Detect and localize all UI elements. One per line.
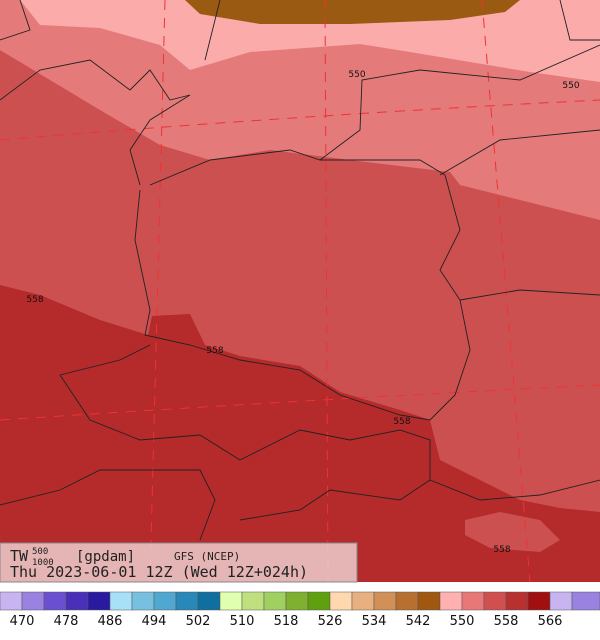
- map-area: [0, 0, 600, 583]
- contour-label: 558: [206, 346, 223, 356]
- legend-model: GFS (NCEP): [174, 550, 240, 563]
- contour-label: 558: [493, 545, 510, 555]
- colorbar-swatch: [549, 591, 573, 611]
- colorbar-swatch: [219, 591, 243, 611]
- colorbar-label: 478: [54, 614, 79, 629]
- colorbar-swatch: [351, 591, 375, 611]
- contour-label: 558: [393, 417, 410, 427]
- colorbar-swatch: [241, 591, 265, 611]
- colorbar-label: 494: [142, 614, 167, 629]
- colorbar-label: 526: [318, 614, 343, 629]
- colorbar-swatch: [153, 591, 177, 611]
- field-region: [465, 512, 560, 552]
- colorbar-swatch: [65, 591, 89, 611]
- colorbar-label: 558: [494, 614, 519, 629]
- legend-sup: 500: [32, 547, 48, 557]
- colorbar-swatch: [461, 591, 485, 611]
- colorbar-swatch: [263, 591, 287, 611]
- legend-units: [gpdam]: [76, 549, 135, 565]
- colorbar-label: 502: [186, 614, 211, 629]
- graticule: [0, 0, 600, 583]
- colorbar-swatch: [197, 591, 221, 611]
- colorbar-label: 470: [10, 614, 35, 629]
- colorbar-swatch: [373, 591, 397, 611]
- colorbar-label: 510: [230, 614, 255, 629]
- colorbar-swatch: [285, 591, 309, 611]
- colorbar-swatch: [0, 591, 23, 611]
- legend-variable: TW: [10, 547, 29, 565]
- field-region: [0, 285, 600, 582]
- colorbar-swatch: [417, 591, 441, 611]
- colorbar-label: 550: [450, 614, 475, 629]
- colorbar-swatch: [131, 591, 155, 611]
- colorbar-swatch: [527, 591, 551, 611]
- colorbar-label: 486: [98, 614, 123, 629]
- colorbar: 470 478 486 494 502 510 518 526 534 542 550 558 566: [0, 591, 600, 629]
- colorbar-swatch: [395, 591, 419, 611]
- legend-time: Thu 2023-06-01 12Z (Wed 12Z+024h): [10, 563, 308, 581]
- contour-label: 550: [562, 81, 579, 91]
- colorbar-swatch: [571, 591, 600, 611]
- borders: [0, 0, 600, 541]
- colorbar-swatch: [175, 591, 199, 611]
- colorbar-swatch: [483, 591, 507, 611]
- colorbar-swatch: [43, 591, 67, 611]
- contour-label: 558: [26, 295, 43, 305]
- colorbar-swatch: [21, 591, 45, 611]
- colorbar-label: 518: [274, 614, 299, 629]
- legend-sub: 1000: [32, 558, 54, 568]
- legend-box: [0, 542, 358, 583]
- colorbar-swatch: [87, 591, 111, 611]
- colorbar-swatch: [439, 591, 463, 611]
- colorbar-swatch: [505, 591, 529, 611]
- field-region: [20, 0, 600, 82]
- colorbar-swatch: [307, 591, 331, 611]
- contour-label: 550: [348, 70, 365, 80]
- colorbar-swatch: [109, 591, 133, 611]
- field-region: [185, 0, 520, 24]
- colorbar-label: 566: [538, 614, 563, 629]
- colorbar-label: 534: [362, 614, 387, 629]
- colorbar-swatch: [329, 591, 353, 611]
- colorbar-label: 542: [406, 614, 431, 629]
